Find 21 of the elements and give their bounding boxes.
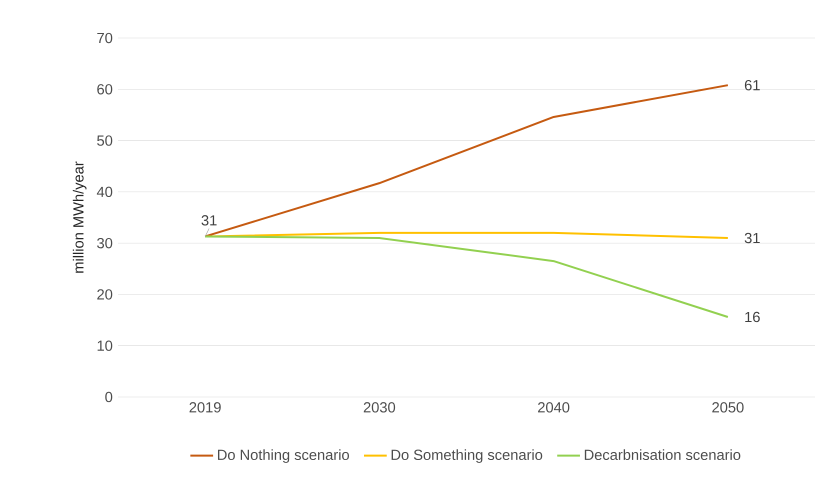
line-series (204, 235, 729, 318)
data-label: 16 (745, 312, 760, 322)
y-tick-label: 0 (105, 392, 112, 402)
y-tick-label: 20 (97, 289, 112, 300)
data-label: 31 (202, 215, 217, 226)
y-tick-label: 40 (96, 186, 112, 198)
y-tick-label: 50 (97, 135, 112, 146)
x-tick-label: 2019 (190, 402, 221, 413)
legend-label: Decarbnisation scenario (584, 449, 740, 460)
data-label: 61 (744, 80, 760, 90)
data-label: 31 (744, 232, 760, 244)
y-tick-label: 60 (97, 84, 112, 94)
legend-label: Do Nothing scenario (218, 449, 349, 463)
y-tick-label: 10 (98, 340, 112, 351)
legend-label: Do Something scenario (392, 449, 542, 463)
y-tick-label: 70 (97, 32, 112, 44)
y-axis-title: million MWh/year (72, 162, 86, 273)
y-tick-label: 30 (97, 238, 112, 248)
x-tick-label: 2040 (538, 402, 570, 413)
x-tick-label: 2030 (364, 402, 396, 413)
x-tick-label: 2050 (712, 402, 744, 413)
